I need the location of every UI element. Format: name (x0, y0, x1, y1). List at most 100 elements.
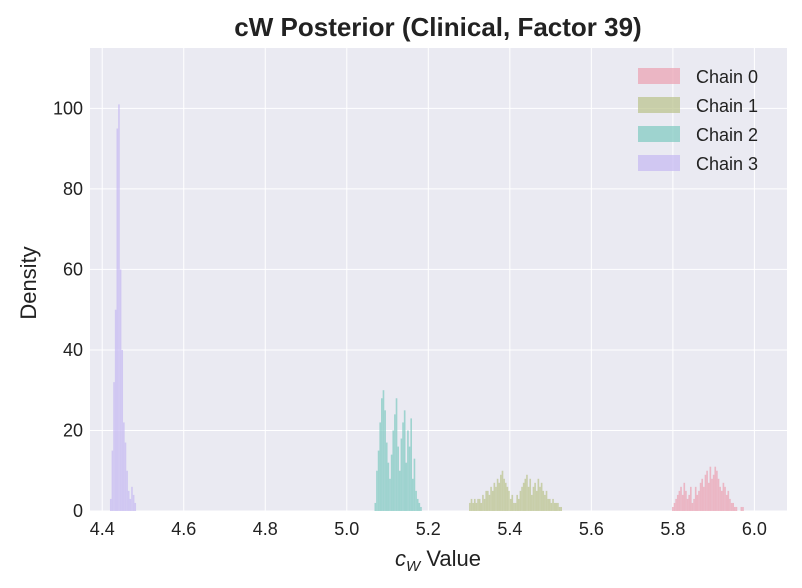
histogram-bar (124, 442, 127, 511)
histogram-bar (475, 502, 478, 511)
histogram-bar (672, 506, 674, 511)
histogram-bar (691, 502, 694, 511)
histogram-bar (689, 486, 692, 511)
histogram-bar (694, 486, 697, 511)
histogram-bar (413, 458, 416, 511)
histogram-bar (555, 502, 558, 511)
histogram-bar (506, 486, 509, 511)
histogram-bar (491, 490, 494, 511)
histogram-bar (483, 498, 486, 511)
histogram-bar (553, 502, 556, 511)
histogram-bar (740, 506, 743, 511)
x-axis-label-symbol: c (395, 546, 406, 571)
histogram-bar (522, 482, 525, 511)
histogram-bar (724, 486, 726, 511)
histogram-bar (408, 446, 411, 511)
x-tick-label: 5.8 (660, 519, 685, 539)
histogram-bar (377, 450, 380, 511)
histogram-bar (119, 269, 122, 511)
grid-lines (90, 48, 787, 512)
histogram-bar (129, 498, 132, 511)
histogram-bar (699, 482, 702, 511)
x-tick-label: 4.8 (253, 519, 278, 539)
histogram-bar (400, 438, 403, 511)
histogram-bar (121, 349, 124, 511)
histogram-bar (704, 474, 707, 511)
histogram-bar (496, 478, 499, 511)
histogram-bar (420, 506, 422, 511)
histogram-bar (535, 490, 538, 511)
x-axis-label-suffix: Value (420, 546, 481, 571)
legend-label: Chain 0 (696, 67, 758, 87)
histogram-bar (109, 498, 112, 511)
chart-title: cW Posterior (Clinical, Factor 39) (234, 12, 641, 42)
histogram-bar (550, 502, 553, 511)
histogram-bar (701, 478, 704, 511)
histogram-bar (387, 462, 390, 511)
x-tick-label: 5.6 (579, 519, 604, 539)
x-tick-label: 4.6 (171, 519, 196, 539)
histogram-bar (487, 490, 489, 511)
histogram-bar (678, 490, 681, 511)
histogram-bar (508, 490, 510, 511)
histogram-bar (696, 494, 699, 511)
histogram-bar (521, 486, 523, 511)
histogram-bar (716, 470, 718, 511)
histogram-bar (493, 482, 496, 511)
histogram-bar (116, 128, 119, 512)
histogram-bar (381, 398, 383, 511)
histogram-bars (109, 104, 744, 512)
histogram-bar (698, 490, 700, 511)
histogram-bar (394, 414, 396, 511)
histogram-bar (711, 478, 713, 511)
x-tick-labels: 4.4 4.6 4.8 5.0 5.2 5.4 5.6 5.8 6.0 (90, 519, 767, 539)
histogram-bar (385, 442, 388, 511)
histogram-bar (131, 486, 133, 511)
histogram-bar (392, 430, 395, 511)
histogram-bar (395, 398, 398, 511)
histogram-bar (389, 478, 391, 511)
histogram-bar (531, 494, 533, 511)
x-tick-label: 5.2 (416, 519, 441, 539)
histogram-bar (529, 478, 532, 511)
histogram-bar (488, 494, 491, 511)
histogram-bar (532, 486, 535, 511)
histogram-bar (407, 430, 409, 511)
histogram-bar (706, 470, 708, 511)
histogram-bar (410, 418, 413, 511)
histogram-bar (707, 482, 710, 511)
histogram-bar (503, 478, 505, 511)
y-axis-label: Density (16, 246, 41, 319)
histogram-bar (729, 498, 731, 511)
series-1-bars (469, 470, 563, 511)
histogram-bar (500, 474, 502, 511)
histogram-bar (547, 498, 549, 511)
histogram-bar (472, 502, 474, 511)
histogram-bar (111, 450, 114, 511)
histogram-bar (498, 482, 501, 511)
histogram-bar (673, 502, 676, 511)
y-tick-label: 20 (63, 420, 83, 440)
histogram-bar (544, 494, 546, 511)
histogram-bar (688, 494, 690, 511)
histogram-bar (558, 506, 561, 511)
histogram-bar (384, 410, 386, 511)
histogram-bar (539, 486, 541, 511)
histogram-bar (534, 482, 536, 511)
histogram-bar (382, 390, 385, 511)
y-tick-label: 100 (53, 98, 83, 118)
plot-background (90, 48, 787, 511)
histogram-bar (126, 470, 128, 511)
histogram-bar (509, 498, 512, 511)
histogram-bar (540, 482, 543, 511)
histogram-bar (374, 502, 377, 511)
histogram-bar (114, 309, 117, 511)
histogram-bar (703, 486, 705, 511)
y-tick-labels: 0 20 40 60 80 100 (53, 98, 83, 521)
x-tick-label: 4.4 (90, 519, 115, 539)
histogram-bar (545, 490, 548, 511)
histogram-bar (379, 422, 382, 511)
x-axis-label: cW Value (395, 546, 481, 575)
histogram-bar (504, 482, 507, 511)
